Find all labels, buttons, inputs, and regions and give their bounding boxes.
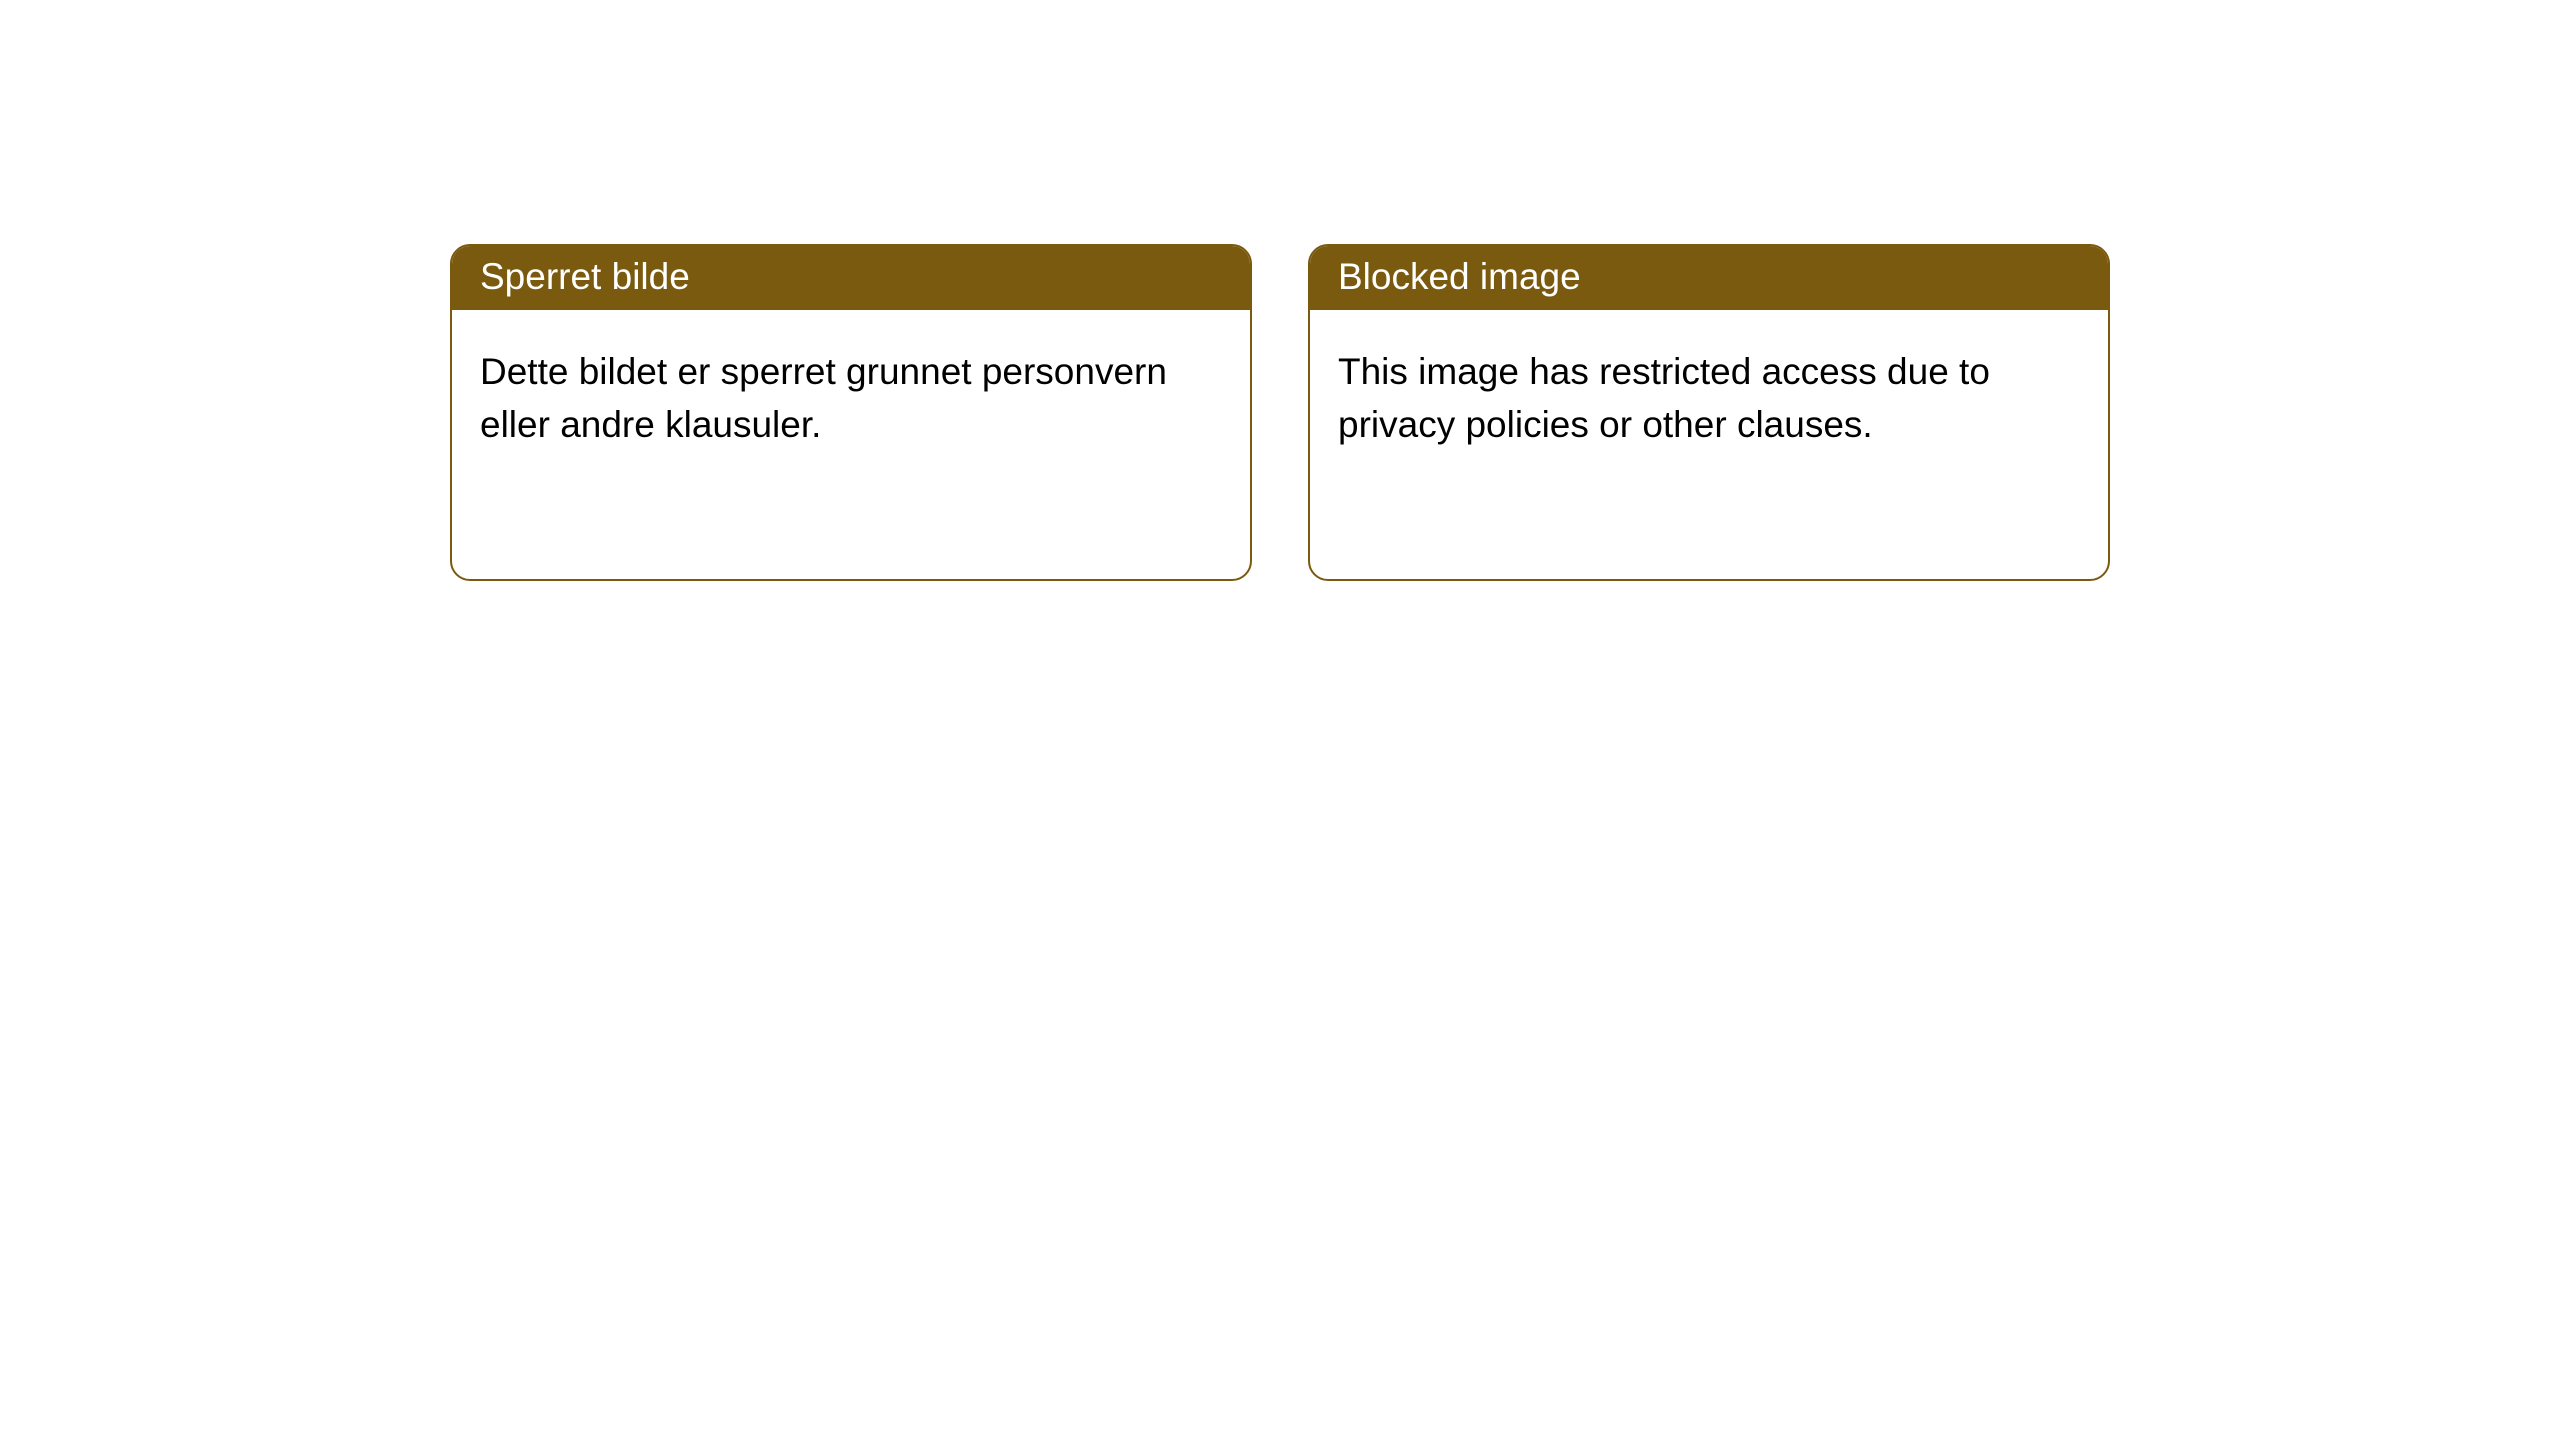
notice-title-english: Blocked image <box>1338 256 1581 297</box>
notice-text-norwegian: Dette bildet er sperret grunnet personve… <box>480 351 1167 445</box>
notice-body-norwegian: Dette bildet er sperret grunnet personve… <box>452 310 1250 487</box>
notice-header-norwegian: Sperret bilde <box>452 246 1250 310</box>
notice-header-english: Blocked image <box>1310 246 2108 310</box>
notice-text-english: This image has restricted access due to … <box>1338 351 1990 445</box>
notice-box-english: Blocked image This image has restricted … <box>1308 244 2110 581</box>
notice-title-norwegian: Sperret bilde <box>480 256 690 297</box>
notice-box-norwegian: Sperret bilde Dette bildet er sperret gr… <box>450 244 1252 581</box>
notice-container: Sperret bilde Dette bildet er sperret gr… <box>0 0 2560 581</box>
notice-body-english: This image has restricted access due to … <box>1310 310 2108 487</box>
